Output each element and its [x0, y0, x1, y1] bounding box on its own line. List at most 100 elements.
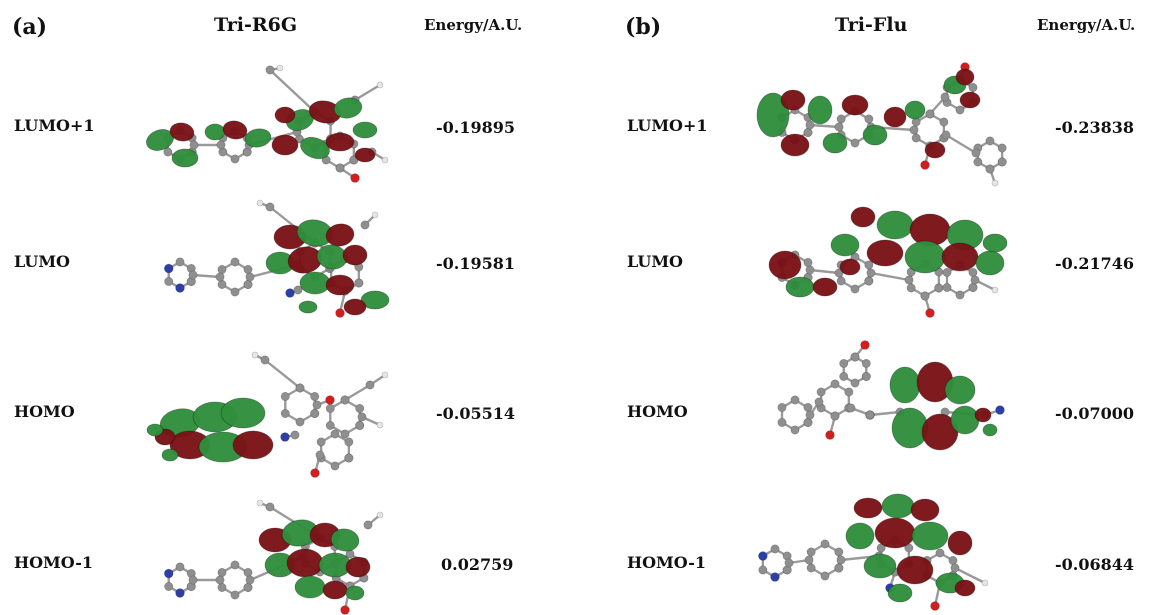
atom — [315, 450, 325, 460]
atom — [836, 276, 846, 286]
atom — [243, 583, 253, 593]
atom — [325, 421, 335, 431]
orbital-lobe — [947, 530, 973, 556]
atom — [991, 286, 999, 294]
orbital-lobe — [244, 128, 272, 148]
atom — [381, 156, 389, 164]
orbital-lobe — [169, 122, 195, 142]
atom — [260, 355, 270, 365]
orbital-image-tri-flu-lumo — [768, 206, 1008, 318]
atom — [280, 432, 290, 442]
atom — [991, 179, 999, 187]
atom — [830, 379, 840, 389]
atom — [865, 410, 875, 420]
orbital-lobe — [345, 585, 365, 601]
energy-header: Energy/A.U. — [1037, 16, 1136, 34]
atom — [340, 429, 350, 439]
atom — [981, 579, 989, 587]
atom — [265, 202, 275, 212]
atom — [365, 380, 375, 390]
atom — [280, 409, 290, 419]
orbital-lobe — [863, 553, 897, 579]
atom — [256, 499, 264, 507]
energy-value-lumo: -0.19581 — [436, 254, 516, 273]
atom — [973, 157, 983, 167]
orbital-lobe — [975, 250, 1005, 276]
orbital-lobe — [982, 423, 998, 437]
atom — [968, 82, 978, 92]
bond — [808, 268, 841, 275]
atom — [216, 140, 226, 150]
atom — [325, 395, 335, 405]
atom — [293, 285, 303, 295]
atom — [784, 558, 794, 568]
atom — [175, 257, 185, 267]
atom — [940, 92, 950, 102]
panel-label: (a) — [12, 14, 48, 40]
atom — [920, 291, 930, 301]
orbital-lobe — [780, 133, 810, 157]
atom — [934, 283, 944, 293]
atom — [376, 81, 384, 89]
atom — [836, 114, 846, 124]
atom — [310, 391, 320, 401]
orbital-lobe — [982, 233, 1008, 253]
orbital-lobe — [222, 120, 248, 140]
atom — [230, 590, 240, 600]
energy-value-homo: -0.07000 — [1055, 404, 1135, 423]
panel-b: (b) Tri-Flu Energy/A.U. LUMO+1 LUMO HOMO… — [575, 0, 1151, 615]
atom — [790, 425, 800, 435]
orbital-label-lumo: LUMO — [627, 252, 683, 271]
atom — [825, 430, 835, 440]
bond — [868, 410, 902, 417]
orbital-lobe — [974, 407, 992, 423]
atom — [836, 555, 846, 565]
atom — [861, 358, 871, 368]
bond — [953, 566, 987, 585]
atom — [790, 395, 800, 405]
orbital-image-tri-r6g-homo-minus-1 — [164, 499, 384, 615]
bond — [353, 83, 382, 102]
atom — [316, 437, 326, 447]
atom — [803, 418, 813, 428]
atom — [310, 409, 320, 419]
atom — [995, 405, 1005, 415]
atom — [295, 417, 305, 427]
atom — [850, 284, 860, 294]
atom — [820, 539, 830, 549]
orbital-lobe — [299, 271, 331, 295]
atom — [805, 265, 815, 275]
atom — [820, 571, 830, 581]
orbital-lobe — [325, 132, 355, 152]
orbital-lobe — [830, 233, 860, 257]
orbital-label-homo: HOMO — [14, 402, 75, 421]
orbital-lobe — [887, 583, 913, 603]
atom — [217, 583, 227, 593]
atom — [806, 563, 816, 573]
orbital-lobe — [866, 239, 904, 267]
atom — [243, 265, 253, 275]
orbital-image-tri-flu-homo — [777, 340, 1005, 451]
orbital-lobe — [950, 405, 980, 435]
orbital-lobe — [862, 124, 888, 146]
orbital-lobe — [780, 89, 806, 111]
orbital-lobe — [959, 91, 981, 109]
orbital-lobe — [889, 366, 921, 404]
atom — [939, 117, 949, 127]
energy-header: Energy/A.U. — [424, 16, 523, 34]
orbital-lobe — [298, 300, 318, 314]
orbital-lobe — [768, 250, 802, 280]
orbital-lobe — [322, 580, 348, 600]
atom — [335, 308, 345, 318]
orbital-lobe — [271, 134, 299, 156]
orbital-lobe — [325, 223, 355, 247]
atom — [381, 371, 389, 379]
bond — [268, 68, 317, 114]
atom — [864, 276, 874, 286]
orbital-lobe — [904, 100, 926, 120]
atom — [285, 288, 295, 298]
atom — [355, 421, 365, 431]
atom — [360, 220, 370, 230]
molecule-skeleton — [163, 64, 389, 183]
atom — [310, 468, 320, 478]
